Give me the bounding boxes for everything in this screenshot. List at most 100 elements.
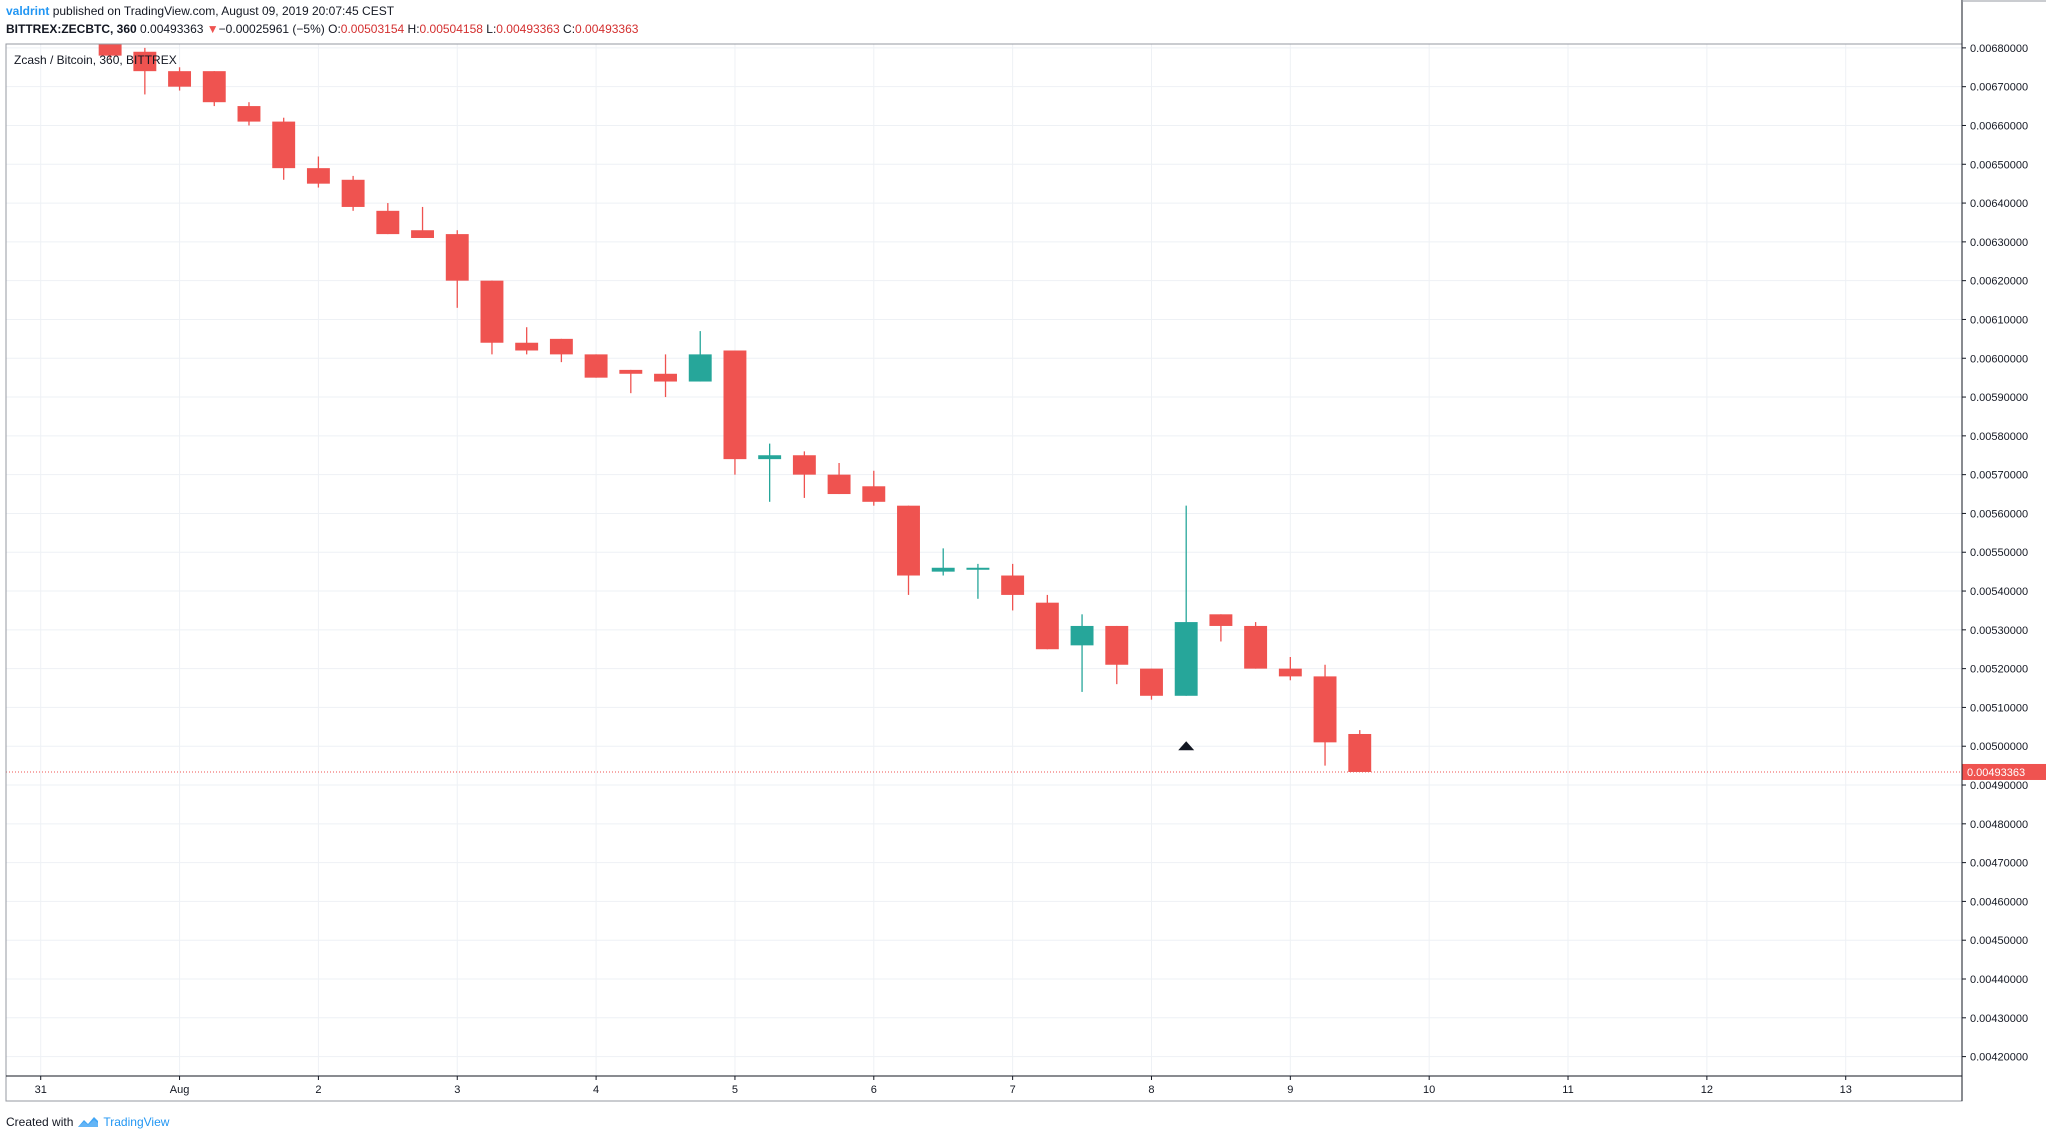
publish-info: valdrint published on TradingView.com, A…	[6, 4, 394, 18]
y-tick-label: 0.00600000	[1970, 353, 2028, 365]
candle-body	[445, 234, 469, 281]
y-tick-label: 0.00450000	[1970, 935, 2028, 947]
candle-down	[1035, 594, 1059, 650]
x-tick-label: 2	[315, 1084, 321, 1096]
y-tick-label: 0.00490000	[1970, 780, 2028, 792]
candle-down	[654, 354, 677, 398]
candle-down	[168, 67, 192, 91]
candle-down	[1105, 625, 1129, 685]
candle-body	[1001, 575, 1025, 595]
y-tick-label: 0.00610000	[1970, 314, 2028, 326]
candle-body	[723, 350, 747, 460]
candle-body	[1070, 625, 1094, 646]
candle-body	[411, 230, 434, 238]
low-label: L:	[486, 22, 497, 36]
x-tick-label: 4	[593, 1084, 599, 1096]
y-tick-label: 0.00500000	[1970, 741, 2028, 753]
candle-down	[411, 206, 434, 238]
candle-body	[341, 179, 365, 207]
y-tick-label: 0.00440000	[1970, 974, 2028, 986]
candle-up	[758, 443, 782, 502]
x-tick-label: 31	[35, 1084, 47, 1096]
x-tick-label: 11	[1562, 1084, 1573, 1096]
candle-down	[1140, 668, 1163, 700]
candle-up	[1070, 614, 1094, 692]
candle-down	[619, 369, 643, 394]
candle-down	[480, 280, 504, 355]
y-tick-label: 0.00630000	[1970, 237, 2028, 249]
candle-down	[792, 451, 816, 498]
y-tick-label: 0.00680000	[1970, 43, 2028, 55]
candle-body	[1348, 733, 1372, 772]
created-with-label: Created with	[6, 1115, 74, 1129]
candle-down	[827, 463, 851, 495]
symbol-info: BITTREX:ZECBTC, 360 0.00493363 ▼−0.00025…	[6, 22, 638, 36]
candle-body	[202, 71, 226, 103]
candle-down	[1348, 730, 1372, 772]
candle-down	[897, 505, 920, 595]
y-tick-label: 0.00510000	[1970, 702, 2028, 714]
candle-body	[1174, 622, 1198, 696]
candle-body	[98, 44, 122, 56]
candle-body	[827, 474, 851, 495]
down-arrow-icon: ▼	[206, 22, 219, 36]
candle-down	[1001, 563, 1025, 611]
candle-down	[98, 44, 122, 60]
close-value: 0.00493363	[575, 22, 639, 36]
y-tick-label: 0.00650000	[1970, 159, 2028, 171]
candle-body	[515, 342, 539, 351]
candle-body	[306, 168, 330, 184]
y-tick-label: 0.00470000	[1970, 858, 2028, 870]
x-tick-label: 7	[1010, 1084, 1016, 1096]
candle-body	[549, 338, 573, 355]
candle-body	[237, 106, 261, 122]
high-value: 0.00504158	[419, 22, 483, 36]
overlays: 0.00493363	[6, 741, 2046, 780]
y-tick-label: 0.00560000	[1970, 508, 2028, 520]
last-price: 0.00493363	[140, 22, 204, 36]
tradingview-logo-icon	[78, 1117, 99, 1127]
x-tick-label: 6	[871, 1084, 877, 1096]
candle-body	[1313, 676, 1337, 743]
candle-body	[168, 71, 192, 87]
close-label: C:	[563, 22, 576, 36]
x-tick-label: 13	[1840, 1084, 1852, 1096]
candle-body	[758, 455, 782, 460]
author-link[interactable]: valdrint	[6, 4, 50, 18]
candle-body	[376, 210, 400, 235]
y-tick-label: 0.00430000	[1970, 1013, 2028, 1025]
candle-up	[1174, 505, 1198, 696]
candle-down	[445, 230, 469, 308]
candle-body	[619, 369, 643, 374]
tradingview-brand[interactable]: TradingView	[103, 1115, 170, 1129]
candle-body	[133, 51, 157, 72]
candle-down	[272, 117, 296, 180]
candle-down	[584, 354, 608, 378]
y-tick-label: 0.00530000	[1970, 625, 2028, 637]
candle-down	[306, 156, 330, 188]
y-tick-label: 0.00590000	[1970, 392, 2028, 404]
candle-body	[1035, 602, 1059, 650]
candle-down	[341, 175, 365, 211]
candle-down	[1278, 656, 1302, 681]
high-label: H:	[407, 22, 420, 36]
x-tick-label: 3	[454, 1084, 460, 1096]
last-price-label: 0.00493363	[1967, 767, 2025, 779]
low-value: 0.00493363	[496, 22, 560, 36]
x-tick-label: 9	[1287, 1084, 1293, 1096]
y-tick-label: 0.00570000	[1970, 470, 2028, 482]
candle-body	[931, 567, 955, 572]
candle-body	[1278, 668, 1302, 677]
candle-down	[133, 47, 157, 95]
y-tick-label: 0.00660000	[1970, 120, 2028, 132]
published-text: published on TradingView.com, August 09,…	[52, 4, 395, 18]
candle-down	[237, 102, 261, 126]
candle-body	[1244, 625, 1268, 669]
x-tick-label: 8	[1148, 1084, 1154, 1096]
candle-body	[1105, 625, 1129, 665]
candle-down	[549, 338, 573, 363]
candle-body	[480, 280, 504, 343]
candle-body	[272, 121, 296, 169]
x-tick-label: 10	[1423, 1084, 1435, 1096]
